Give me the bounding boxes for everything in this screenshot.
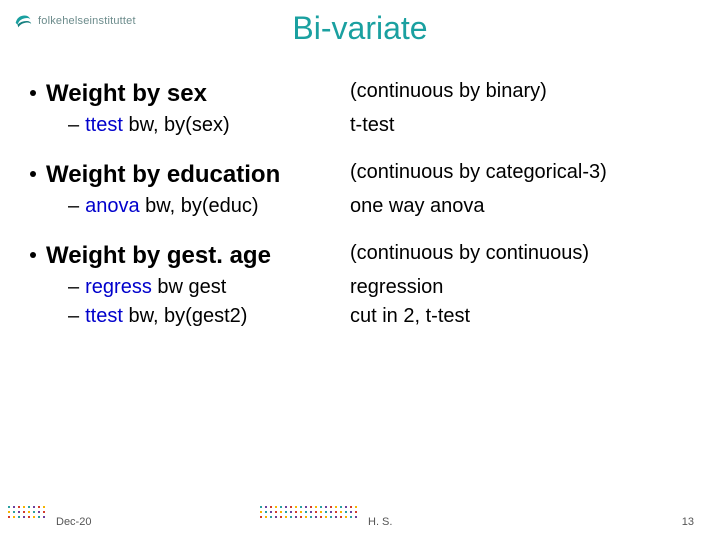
sub-0-0-rest: bw, by(sex) [123, 114, 230, 136]
footer: Dec-20 H. S. 13 [0, 508, 720, 528]
footer-dots-left [8, 506, 45, 518]
heading-1-right: (continuous by categorical-3) [350, 161, 690, 189]
sub-1-0-rest: bw, by(educ) [140, 195, 259, 217]
heading-1: Weight by education [30, 161, 350, 189]
sub-0-0-cmd: ttest [85, 114, 123, 136]
heading-2-text: Weight by gest. age [46, 242, 271, 269]
sub-2-1-cmd: ttest [85, 305, 123, 327]
sub-2-0-rest: bw gest [152, 276, 226, 298]
sub-2-0: –regress bw gest [30, 276, 350, 299]
sub-0-0: –ttest bw, by(sex) [30, 114, 350, 137]
page-title: Bi-variate [0, 10, 720, 47]
sub-1-0-cmd: anova [85, 195, 140, 217]
heading-2-right: (continuous by continuous) [350, 242, 690, 270]
sub-2-1-rest: bw, by(gest2) [123, 305, 248, 327]
heading-0-text: Weight by sex [46, 80, 207, 107]
heading-1-text: Weight by education [46, 161, 280, 188]
heading-0: Weight by sex [30, 80, 350, 108]
sub-2-0-cmd: regress [85, 276, 152, 298]
sub-1-0-right: one way anova [350, 195, 690, 218]
page-number: 13 [682, 516, 694, 528]
sub-1-0: –anova bw, by(educ) [30, 195, 350, 218]
footer-author: H. S. [368, 516, 392, 528]
content-area: Weight by sex (continuous by binary) –tt… [30, 80, 690, 334]
sub-2-1-right: cut in 2, t-test [350, 305, 690, 328]
sub-2-0-right: regression [350, 276, 690, 299]
sub-0-0-right: t-test [350, 114, 690, 137]
footer-dots-right [260, 506, 357, 518]
footer-date: Dec-20 [56, 516, 91, 528]
sub-2-1: –ttest bw, by(gest2) [30, 305, 350, 328]
heading-2: Weight by gest. age [30, 242, 350, 270]
heading-0-right: (continuous by binary) [350, 80, 690, 108]
